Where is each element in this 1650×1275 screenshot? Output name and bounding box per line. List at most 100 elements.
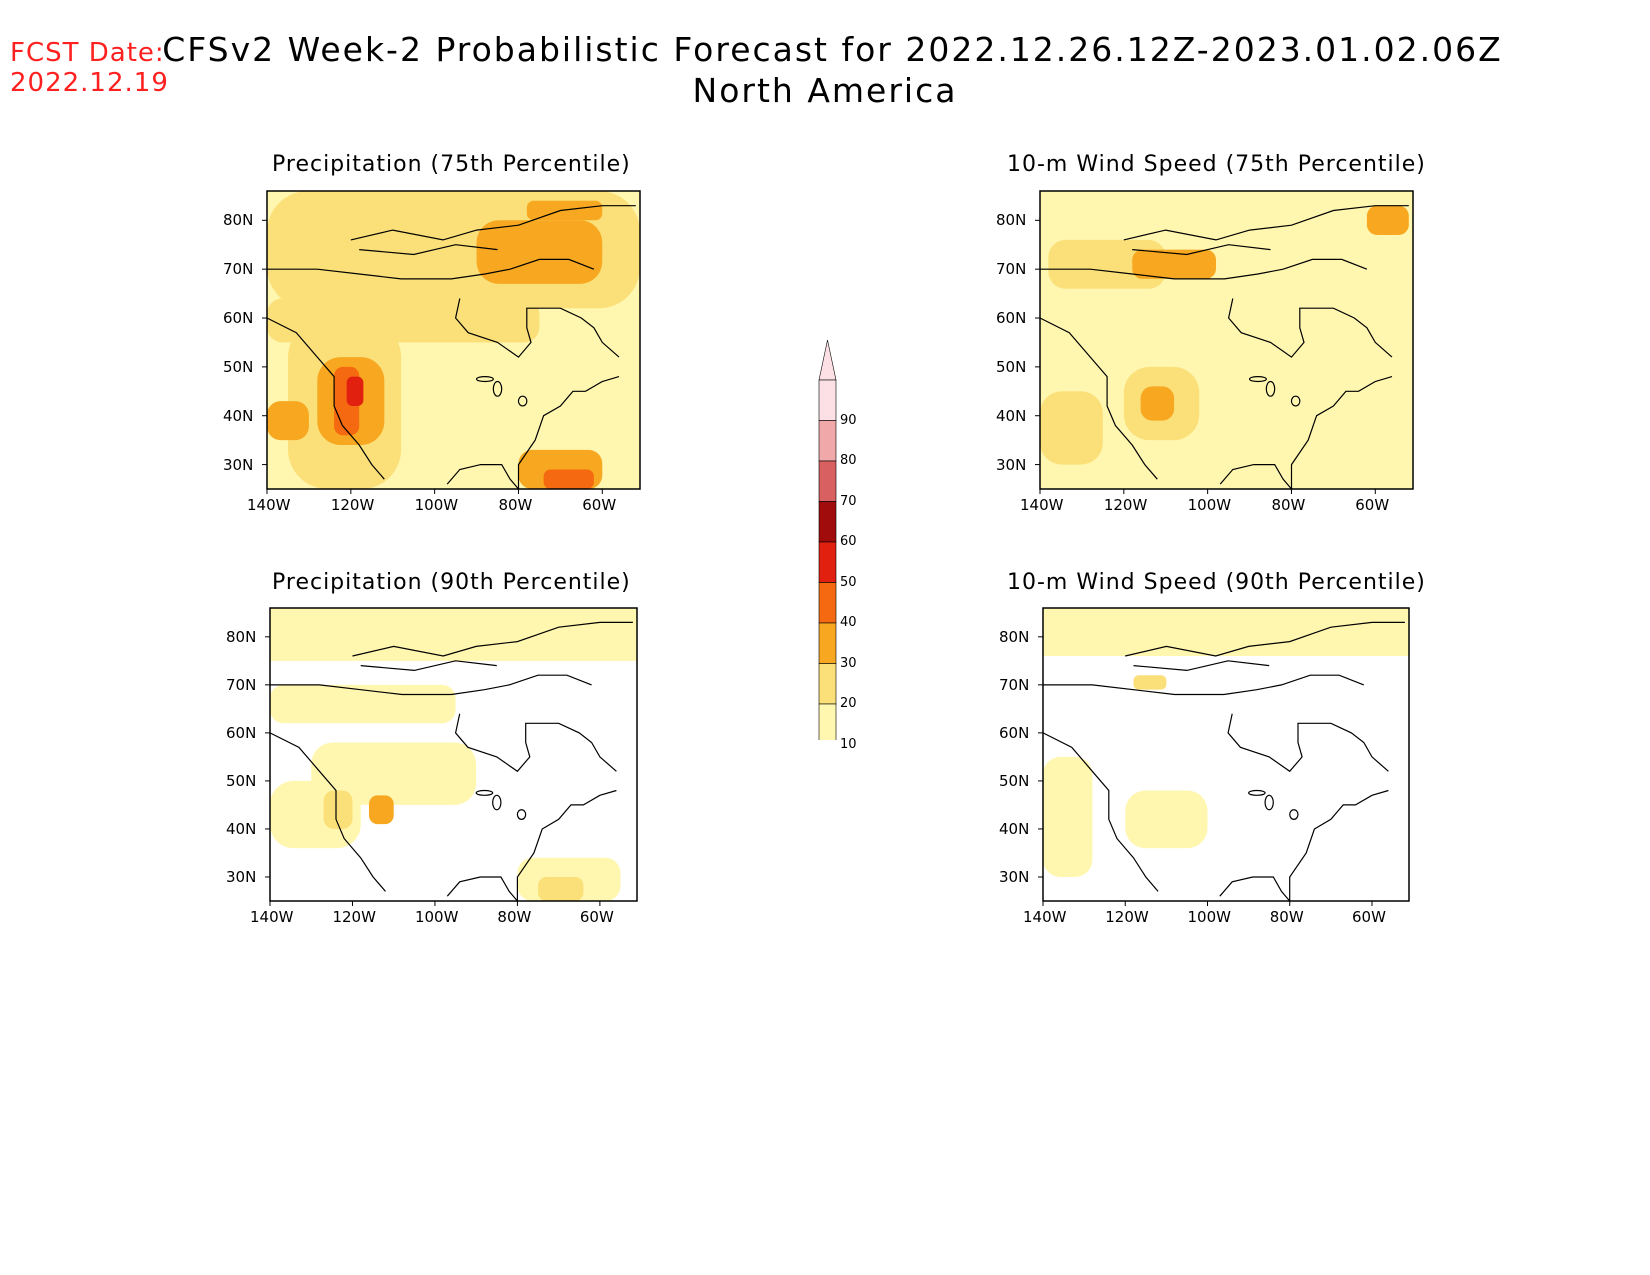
lat-tick-label: 50N <box>999 771 1030 790</box>
coastline <box>352 621 633 657</box>
lat-tick-label: 50N <box>226 771 257 790</box>
shaded-region <box>1043 608 1409 657</box>
coastline <box>1132 244 1271 256</box>
lake-outline <box>1248 789 1266 796</box>
coastline <box>454 298 620 358</box>
lat-tick-label: 60N <box>226 723 257 742</box>
colorbar-level-label: 80 <box>840 453 857 468</box>
shaded-region <box>538 876 584 901</box>
shaded-region <box>543 469 594 489</box>
coastline <box>1042 732 1159 892</box>
lake-outline <box>517 395 528 407</box>
coastline <box>454 713 617 773</box>
lon-tick-label: 100W <box>1187 496 1232 514</box>
coastline <box>1039 317 1158 480</box>
lon-tick-label: 60W <box>579 908 614 926</box>
colorbar-level-label: 90 <box>840 412 857 428</box>
lon-tick-label: 100W <box>414 496 459 514</box>
lake-outline <box>516 809 527 820</box>
coastline <box>1043 674 1365 696</box>
lat-tick-label: 40N <box>996 406 1027 425</box>
shaded-region <box>1040 391 1103 465</box>
coastline <box>1123 205 1409 241</box>
lake-outline <box>492 794 502 811</box>
shaded-region <box>1140 386 1175 421</box>
map-wind-90 <box>1038 607 1410 906</box>
coastline <box>359 244 498 256</box>
lake-outline <box>1290 395 1301 407</box>
panel-title-precip-90: Precipitation (90th Percentile) <box>272 570 631 595</box>
colorbar-level-label: 40 <box>840 615 857 630</box>
lon-tick-label: 100W <box>1187 908 1231 926</box>
shaded-region <box>270 608 637 661</box>
colorbar-box <box>818 622 837 664</box>
colorbar-box <box>818 663 837 705</box>
shaded-region <box>1043 756 1093 877</box>
lake-outline <box>475 789 494 796</box>
lat-tick-label: 60N <box>223 309 254 328</box>
shaded-region <box>270 684 456 724</box>
shading-layer <box>270 608 637 901</box>
coastline <box>1040 258 1368 280</box>
coastline-layer <box>269 621 633 903</box>
lon-tick-label: 80W <box>1269 908 1304 926</box>
lon-tick-label: 80W <box>1271 496 1306 514</box>
colorbar-level-label: 20 <box>840 696 857 711</box>
lon-tick-label: 140W <box>1023 908 1067 926</box>
lon-tick-label: 80W <box>497 908 532 926</box>
colorbar-box <box>818 460 837 502</box>
lon-tick-label: 120W <box>332 908 376 926</box>
shaded-region <box>476 220 603 284</box>
map-precip-90 <box>265 607 638 906</box>
colorbar-box <box>818 582 837 624</box>
lon-tick-label: 120W <box>330 496 375 514</box>
coastline <box>360 660 497 672</box>
colorbar-box <box>818 703 837 740</box>
fcst-date-caption: FCST Date: <box>10 38 165 68</box>
lat-tick-label: 30N <box>996 455 1027 474</box>
coastline-layer <box>1042 621 1405 903</box>
colorbar-level-label: 50 <box>840 574 857 590</box>
figure-title: CFSv2 Week-2 Probabilistic Forecast for … <box>0 30 1650 110</box>
coastline <box>1125 621 1405 657</box>
lon-tick-label: 60W <box>1351 908 1386 926</box>
lake-outline <box>1248 376 1267 383</box>
lake-outline <box>475 376 494 383</box>
coastline <box>1227 713 1389 773</box>
lat-tick-label: 50N <box>996 357 1027 376</box>
lat-tick-label: 80N <box>226 627 257 646</box>
coastline <box>1219 789 1389 903</box>
colorbar-box <box>818 379 837 421</box>
lat-tick-label: 80N <box>996 211 1027 230</box>
colorbar-box <box>818 501 837 543</box>
colorbar-cap-top <box>818 339 837 381</box>
lat-tick-label: 30N <box>226 867 257 886</box>
figure-title-line1: CFSv2 Week-2 Probabilistic Forecast for … <box>162 30 1503 69</box>
shading-layer <box>1040 191 1413 489</box>
map-wind-75 <box>1035 190 1414 494</box>
forecast-date-label: FCST Date: 2022.12.19 <box>10 38 169 98</box>
lat-tick-label: 60N <box>996 309 1027 328</box>
lon-tick-label: 80W <box>498 496 533 514</box>
panel-title-wind-75: 10-m Wind Speed (75th Percentile) <box>1007 152 1426 177</box>
shaded-region <box>1133 675 1167 690</box>
lake-outline <box>492 380 503 397</box>
figure-subtitle: North America <box>692 71 958 110</box>
lon-tick-label: 60W <box>582 496 617 514</box>
coastline <box>1227 298 1393 358</box>
shaded-region <box>267 401 309 441</box>
lat-tick-label: 30N <box>999 867 1030 886</box>
lake-outline <box>1289 809 1299 820</box>
map-frame <box>269 607 638 902</box>
lon-tick-label: 140W <box>1020 496 1064 514</box>
lon-tick-label: 120W <box>1105 908 1149 926</box>
lon-tick-label: 120W <box>1103 496 1148 514</box>
panel-title-wind-90: 10-m Wind Speed (90th Percentile) <box>1007 570 1426 595</box>
shaded-region <box>368 795 394 825</box>
lat-tick-label: 40N <box>226 819 257 838</box>
lat-tick-label: 50N <box>223 357 254 376</box>
shaded-region <box>323 790 353 829</box>
coastline <box>267 258 595 280</box>
coastline <box>350 205 636 241</box>
lon-tick-label: 140W <box>250 908 294 926</box>
